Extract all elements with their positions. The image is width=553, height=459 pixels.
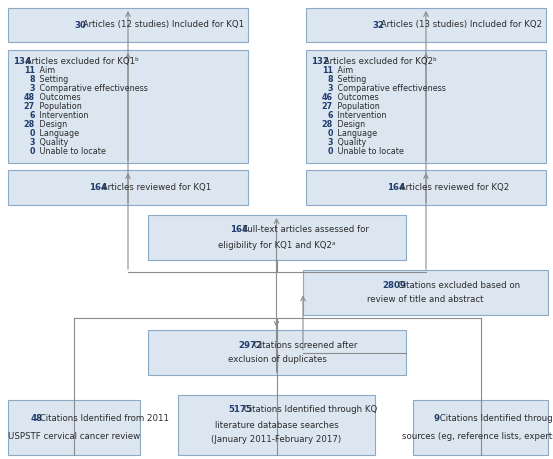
Text: 8: 8 (29, 75, 35, 84)
Text: Unable to locate: Unable to locate (37, 146, 106, 156)
FancyBboxPatch shape (148, 330, 406, 375)
FancyBboxPatch shape (8, 170, 248, 205)
Text: Full-text articles assessed for: Full-text articles assessed for (240, 225, 369, 235)
Text: 27: 27 (24, 101, 35, 111)
Text: Citations excluded based on: Citations excluded based on (395, 280, 520, 290)
Text: 6: 6 (29, 111, 35, 120)
Text: Quality: Quality (335, 138, 366, 146)
Text: 48: 48 (24, 93, 35, 101)
Text: Citations Identified through other: Citations Identified through other (436, 414, 553, 423)
FancyBboxPatch shape (306, 50, 546, 163)
Text: Design: Design (37, 120, 67, 129)
Text: 8: 8 (327, 75, 333, 84)
Text: Population: Population (335, 101, 380, 111)
Text: 0: 0 (327, 129, 333, 138)
Text: 46: 46 (322, 93, 333, 101)
Text: 164: 164 (231, 225, 249, 235)
Text: 6: 6 (327, 111, 333, 120)
Text: 28: 28 (24, 120, 35, 129)
Text: 28: 28 (322, 120, 333, 129)
Text: Articles (12 studies) Included for KQ1: Articles (12 studies) Included for KQ1 (80, 21, 244, 29)
Text: 164: 164 (387, 183, 405, 192)
Text: 2809: 2809 (383, 280, 406, 290)
Text: 48: 48 (30, 414, 43, 423)
Text: 0: 0 (327, 146, 333, 156)
Text: Citations Identified from 2011: Citations Identified from 2011 (37, 414, 169, 423)
FancyBboxPatch shape (8, 50, 248, 163)
Text: Articles reviewed for KQ2: Articles reviewed for KQ2 (397, 183, 509, 192)
Text: 134: 134 (13, 57, 31, 66)
Text: Aim: Aim (37, 66, 55, 75)
FancyBboxPatch shape (306, 8, 546, 42)
FancyBboxPatch shape (178, 395, 375, 455)
Text: Articles excluded for KQ1ᵇ: Articles excluded for KQ1ᵇ (23, 57, 138, 66)
Text: 3: 3 (29, 138, 35, 146)
Text: Population: Population (37, 101, 82, 111)
Text: 0: 0 (29, 129, 35, 138)
Text: 32: 32 (372, 21, 384, 29)
Text: Setting: Setting (37, 75, 68, 84)
Text: review of title and abstract: review of title and abstract (367, 296, 484, 304)
Text: Setting: Setting (335, 75, 366, 84)
Text: 3: 3 (327, 84, 333, 93)
Text: 3: 3 (327, 138, 333, 146)
Text: Intervention: Intervention (335, 111, 387, 120)
Text: 9: 9 (434, 414, 439, 423)
Text: literature database searches: literature database searches (215, 420, 338, 430)
Text: Intervention: Intervention (37, 111, 88, 120)
FancyBboxPatch shape (306, 170, 546, 205)
Text: 11: 11 (24, 66, 35, 75)
Text: Language: Language (335, 129, 377, 138)
Text: sources (eg, reference lists, experts): sources (eg, reference lists, experts) (401, 432, 553, 441)
Text: Aim: Aim (335, 66, 353, 75)
Text: Articles (13 studies) Included for KQ2: Articles (13 studies) Included for KQ2 (378, 21, 542, 29)
FancyBboxPatch shape (413, 400, 548, 455)
Text: Quality: Quality (37, 138, 68, 146)
Text: Outcomes: Outcomes (335, 93, 379, 101)
Text: Citations screened after: Citations screened after (251, 341, 357, 349)
FancyBboxPatch shape (148, 215, 406, 260)
Text: 132: 132 (311, 57, 329, 66)
FancyBboxPatch shape (8, 400, 140, 455)
Text: 3: 3 (29, 84, 35, 93)
Text: exclusion of duplicates: exclusion of duplicates (228, 356, 326, 364)
Text: 5175: 5175 (228, 405, 252, 414)
Text: Articles reviewed for KQ1: Articles reviewed for KQ1 (99, 183, 211, 192)
FancyBboxPatch shape (303, 270, 548, 315)
Text: Outcomes: Outcomes (37, 93, 81, 101)
Text: eligibility for KQ1 and KQ2ᵃ: eligibility for KQ1 and KQ2ᵃ (218, 241, 336, 250)
FancyBboxPatch shape (8, 8, 248, 42)
Text: Comparative effectiveness: Comparative effectiveness (37, 84, 148, 93)
Text: Design: Design (335, 120, 365, 129)
Text: Articles excluded for KQ2ᵇ: Articles excluded for KQ2ᵇ (321, 57, 436, 66)
Text: 11: 11 (322, 66, 333, 75)
Text: 27: 27 (322, 101, 333, 111)
Text: USPSTF cervical cancer review: USPSTF cervical cancer review (8, 432, 140, 441)
Text: Unable to locate: Unable to locate (335, 146, 404, 156)
Text: 30: 30 (74, 21, 86, 29)
Text: Comparative effectiveness: Comparative effectiveness (335, 84, 446, 93)
Text: 164: 164 (90, 183, 107, 192)
Text: 0: 0 (29, 146, 35, 156)
Text: 2972: 2972 (238, 341, 262, 349)
Text: Language: Language (37, 129, 79, 138)
Text: (January 2011-February 2017): (January 2011-February 2017) (211, 436, 342, 444)
Text: Citations Identified through KQ: Citations Identified through KQ (241, 405, 378, 414)
